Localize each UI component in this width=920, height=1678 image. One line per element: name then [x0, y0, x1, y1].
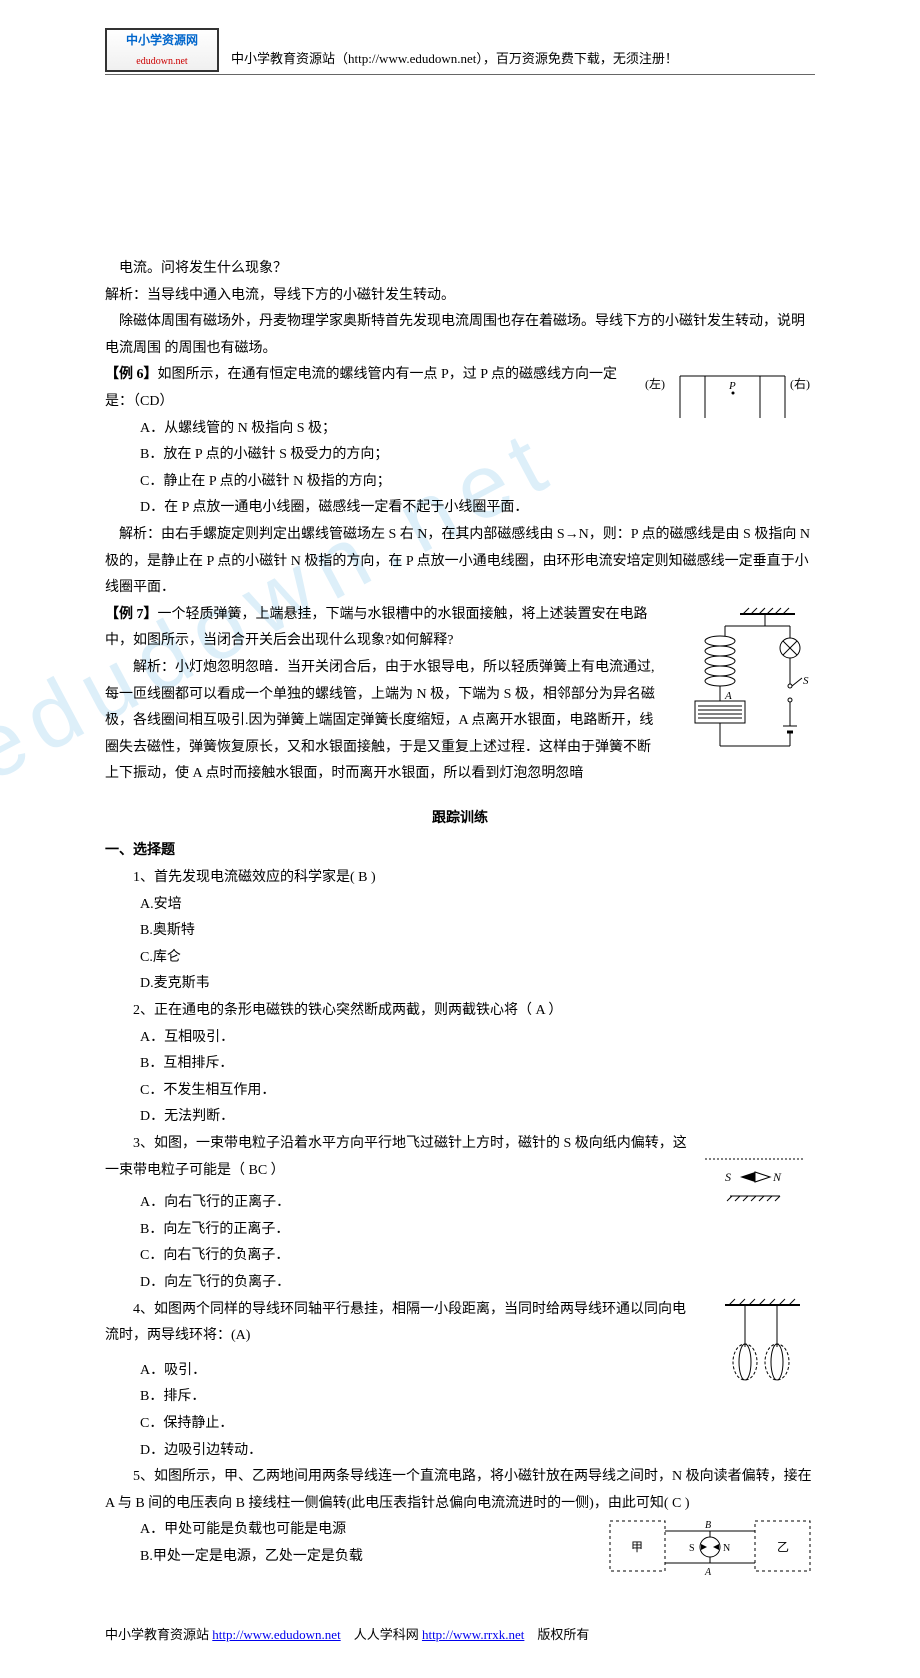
q1-B: B.奥斯特 [140, 918, 815, 945]
analysis-label: 解析： [105, 288, 147, 303]
q1-stem: 1、首先发现电流磁效应的科学家是( B ) [105, 865, 815, 892]
q3-row2: C．向右飞行的负离子． D．向左飞行的负离子． [105, 1243, 560, 1296]
q1-options: A.安培 B.奥斯特 C.库仑 D.麦克斯韦 [105, 892, 815, 998]
p-osted: 除磁体周围有磁场外，丹麦物理学家奥斯特首先发现电流周围也存在着磁场。导线下方的小… [105, 309, 815, 362]
footer-link-2[interactable]: http://www.rrxk.net [422, 1627, 524, 1642]
q3-row1: A．向右飞行的正离子． B．向左飞行的正离子． [105, 1190, 560, 1243]
content: edudown.net 电流。问将发生什么现象？ 解析：当导线中通入电流，导线下… [105, 85, 815, 1583]
q2-A: A．互相吸引． [140, 1025, 815, 1052]
footer-link-1[interactable]: http://www.edudown.net [212, 1627, 340, 1642]
footer-suffix: 版权所有 [537, 1627, 589, 1642]
q5-options: A．甲处可能是负载也可能是电源 B.甲处一定是电源，乙处一定是负载 [105, 1517, 815, 1570]
logo-url: edudown.net [136, 52, 187, 71]
footer-mid: 人人学科网 [354, 1627, 419, 1642]
ex6-A: A．从螺线管的 N 极指向 S 极； [140, 416, 815, 443]
ex7-sol: 解析：小灯炮忽明忽暗．当开关闭合后，由于水银导电，所以轻质弹簧上有电流通过,每一… [105, 655, 815, 788]
q4-D: D．边吸引边转动． [140, 1438, 500, 1465]
q3-D: D．向左飞行的负离子． [140, 1270, 560, 1297]
ex7: 【例 7】一个轻质弹簧，上端悬挂，下端与水银槽中的水银面接触，将上述装置安在电路… [105, 602, 815, 655]
q3-C: C．向右飞行的负离子． [140, 1243, 560, 1270]
q5-A: A．甲处可能是负载也可能是电源 [140, 1517, 815, 1544]
q4-row2: C．保持静止． D．边吸引边转动． [105, 1411, 500, 1464]
analysis-1: 解析：当导线中通入电流，导线下方的小磁针发生转动。 [105, 283, 815, 310]
q5-B: B.甲处一定是电源，乙处一定是负载 [140, 1544, 815, 1571]
ex6-options: A．从螺线管的 N 极指向 S 极； B．放在 P 点的小磁针 S 极受力的方向… [105, 416, 815, 522]
q1-C: C.库仑 [140, 945, 815, 972]
ex6-C: C．静止在 P 点的小磁针 N 极指的方向； [140, 469, 815, 496]
q5-stem: 5、如图所示，甲、乙两地间用两条导线连一个直流电路，将小磁针放在两导线之间时，N… [105, 1464, 815, 1517]
ex6-sol: 解析：由右手螺旋定则判定出螺线管磁场左 S 右 N，在其内部磁感线由 S→N，则… [105, 522, 815, 602]
p-continue: 电流。问将发生什么现象？ [105, 256, 815, 283]
footer-prefix: 中小学教育资源站 [105, 1627, 209, 1642]
header-text: 中小学教育资源站（http://www.edudown.net），百万资源免费下… [231, 47, 678, 72]
ex6-label: 【例 6】 [105, 367, 158, 382]
q4-row1: A．吸引． B．排斥． [105, 1358, 500, 1411]
ex6-D: D．在 P 点放一通电小线圈，磁感线一定看不起于小线圈平面． [140, 495, 815, 522]
practice-title: 跟踪训练 [105, 806, 815, 833]
q2-stem: 2、正在通电的条形电磁铁的铁心突然断成两截，则两截铁心将（ A ） [105, 998, 815, 1025]
q1-D: D.麦克斯韦 [140, 971, 815, 998]
q2-C: C．不发生相互作用． [140, 1078, 815, 1105]
q3-stem: 3、如图，一束带电粒子沿着水平方向平行地飞过磁针上方时，磁针的 S 极向纸内偏转… [105, 1131, 815, 1184]
q4-C: C．保持静止． [140, 1411, 500, 1438]
q3-B: B．向左飞行的正离子． [140, 1217, 560, 1244]
ex6-B: B．放在 P 点的小磁针 S 极受力的方向； [140, 442, 815, 469]
analysis-text: 当导线中通入电流，导线下方的小磁针发生转动。 [147, 288, 455, 303]
footer: 中小学教育资源站 http://www.edudown.net 人人学科网 ht… [105, 1623, 815, 1648]
q2-B: B．互相排斥． [140, 1051, 815, 1078]
q2-D: D．无法判断． [140, 1104, 815, 1131]
q2-options: A．互相吸引． B．互相排斥． C．不发生相互作用． D．无法判断． [105, 1025, 815, 1131]
section-1: 一、选择题 [105, 838, 815, 865]
ex6-stem: 如图所示，在通有恒定电流的螺线管内有一点 P，过 P 点的磁感线方向一定是：（C… [105, 367, 617, 409]
ex6: 【例 6】如图所示，在通有恒定电流的螺线管内有一点 P，过 P 点的磁感线方向一… [105, 362, 815, 415]
q4-stem: 4、如图两个同样的导线环同轴平行悬挂，相隔一小段距离，当同时给两导线环通以同向电… [105, 1297, 815, 1350]
logo: 中小学资源网 edudown.net [105, 28, 219, 72]
logo-title: 中小学资源网 [126, 29, 198, 52]
q4-A: A．吸引． [140, 1358, 500, 1385]
q1-A: A.安培 [140, 892, 815, 919]
ex7-label: 【例 7】 [105, 607, 158, 622]
ex7-stem: 一个轻质弹簧，上端悬挂，下端与水银槽中的水银面接触，将上述装置安在电路中，如图所… [105, 607, 648, 649]
header: 中小学资源网 edudown.net 中小学教育资源站（http://www.e… [105, 28, 815, 75]
q4-B: B．排斥． [140, 1384, 500, 1411]
q3-A: A．向右飞行的正离子． [140, 1190, 560, 1217]
